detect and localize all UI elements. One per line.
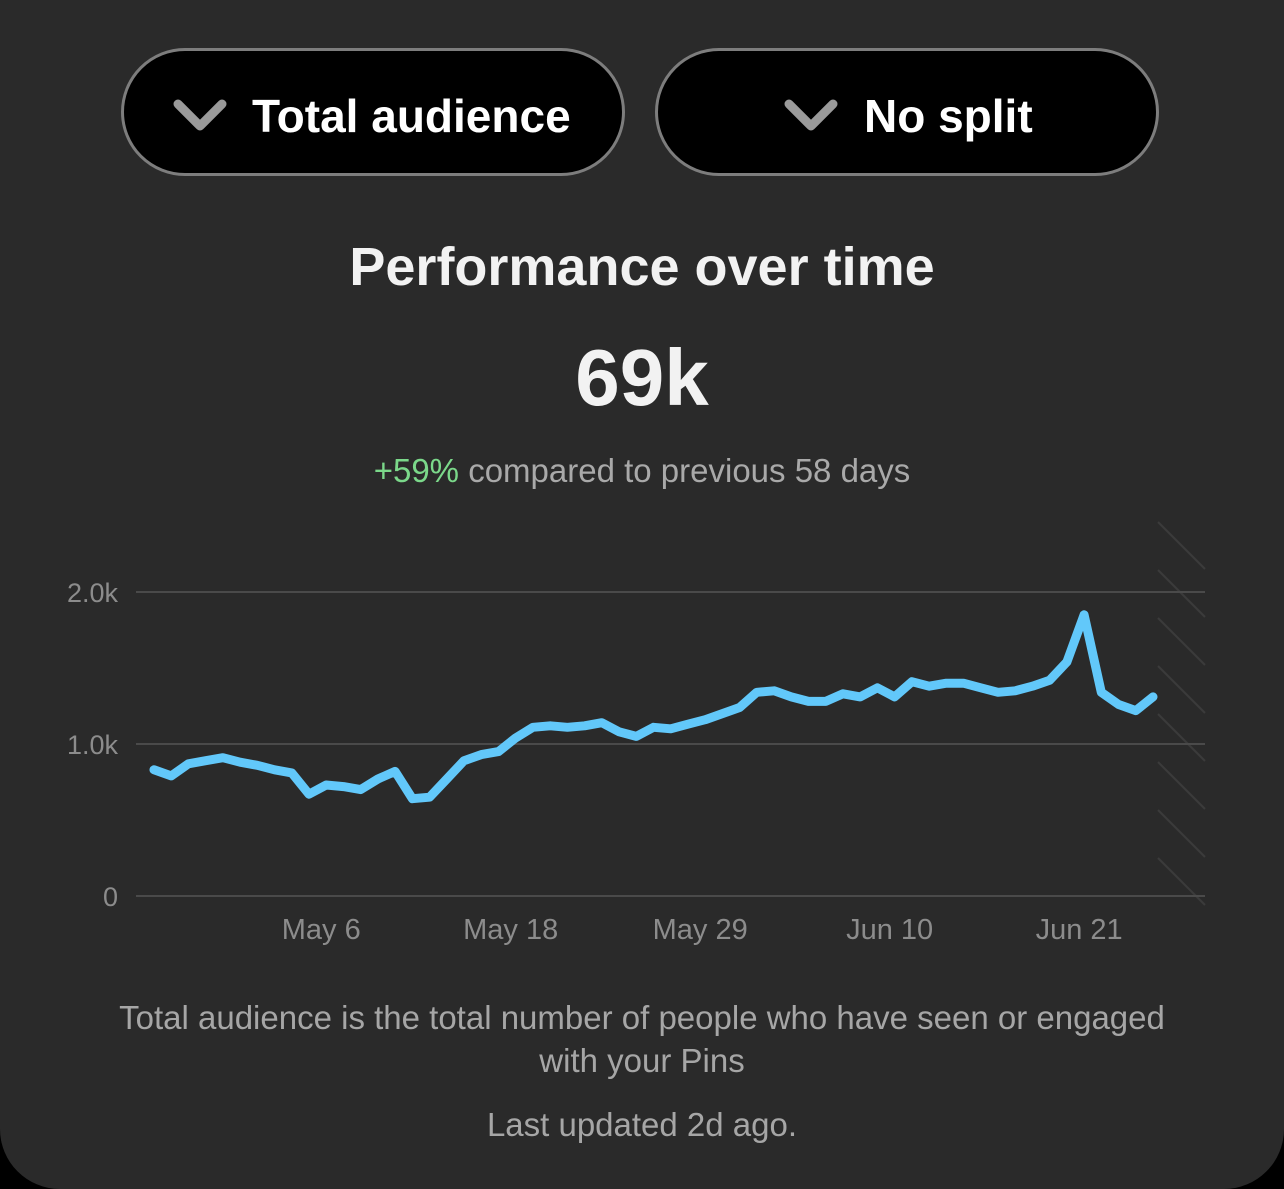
partial-data-hatch [1157, 521, 1206, 570]
split-dropdown[interactable]: No split [655, 48, 1159, 176]
metric-dropdown[interactable]: Total audience [121, 48, 625, 176]
metric-dropdown-label: Total audience [252, 90, 571, 142]
x-tick-label: Jun 21 [1036, 914, 1123, 946]
y-tick-label: 1.0k [67, 730, 119, 760]
series-line-total-audience [149, 610, 1158, 804]
partial-data-hatch [1157, 665, 1206, 714]
partial-data-hatch [1157, 569, 1206, 618]
split-dropdown-label: No split [864, 90, 1033, 142]
metric-description: Total audience is the total number of pe… [119, 999, 1165, 1079]
y-tick-label: 2.0k [67, 578, 119, 608]
partial-data-hatch [1157, 809, 1206, 858]
partial-data-hatch [1157, 761, 1206, 810]
y-tick-label: 0 [103, 882, 118, 912]
partial-data-hatch [1157, 617, 1206, 666]
x-tick-label: May 6 [282, 914, 361, 946]
chevron-down-icon [784, 99, 838, 131]
total-value: 69k [575, 333, 709, 422]
x-tick-label: May 18 [463, 914, 558, 946]
chevron-down-icon [173, 99, 227, 131]
last-updated: Last updated 2d ago. [486, 1106, 798, 1143]
partial-data-hatch [1157, 857, 1206, 906]
performance-line-chart: 0 1.0k 2.0k May 6 May 18 May 29 Jun 10 Jun 21 [67, 521, 1206, 946]
comparison-label: compared to previous 58 days [459, 452, 911, 489]
partial-data-hatch [1157, 713, 1206, 762]
comparison-text: +59% compared to previous 58 days [0, 452, 1284, 490]
x-tick-label: Jun 10 [846, 914, 933, 946]
change-percent: +59% [373, 452, 460, 489]
x-tick-label: May 29 [653, 914, 748, 946]
section-title: Performance over time [349, 237, 935, 297]
